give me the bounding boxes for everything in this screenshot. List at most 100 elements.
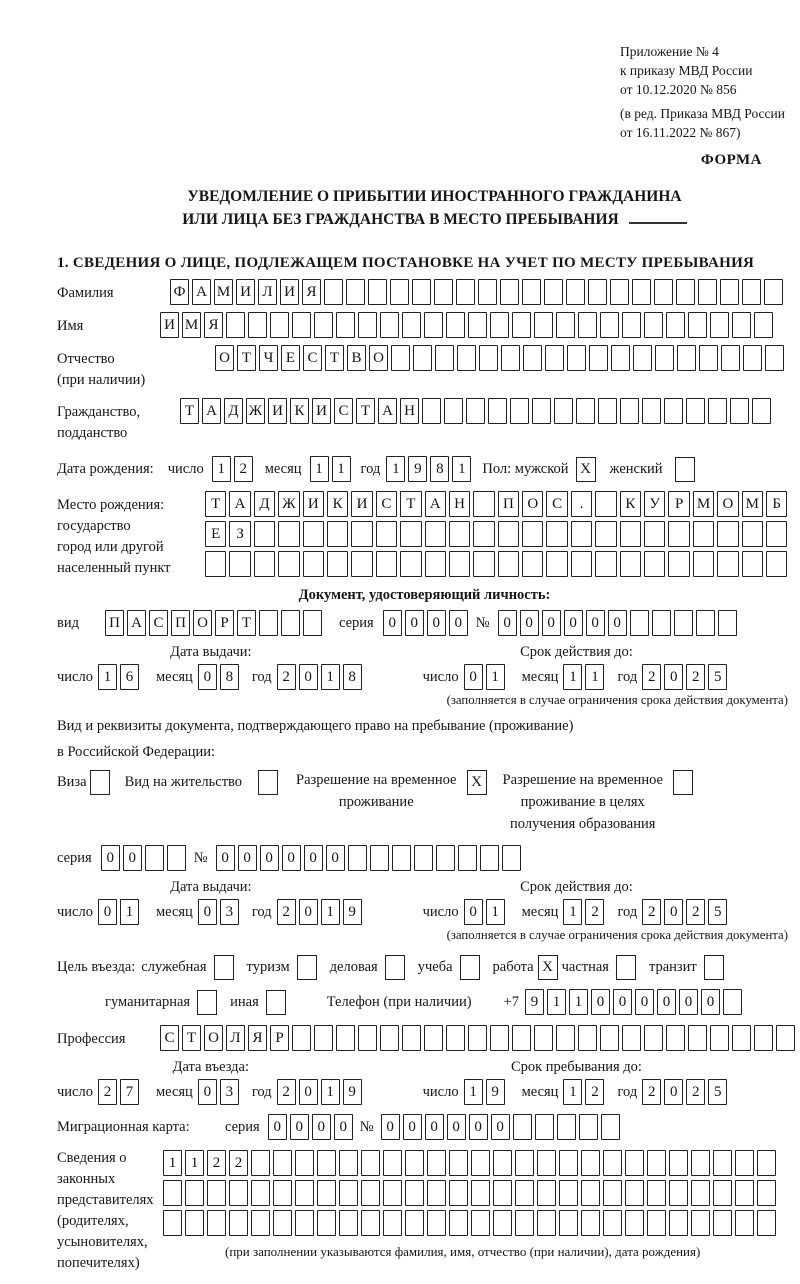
char-cell[interactable] <box>669 1180 688 1206</box>
char-cell[interactable]: 2 <box>686 1079 706 1105</box>
char-cell[interactable] <box>375 521 398 547</box>
char-cell[interactable] <box>163 1180 182 1206</box>
char-cell[interactable]: 0 <box>122 845 142 871</box>
char-cell[interactable]: 2 <box>642 899 662 925</box>
char-cell[interactable] <box>522 521 544 547</box>
char-cell[interactable]: 0 <box>463 899 483 925</box>
char-cell[interactable] <box>490 1025 509 1051</box>
char-cell[interactable]: 0 <box>97 899 117 925</box>
temp-residence-checkbox[interactable]: X <box>466 770 487 795</box>
char-cell[interactable] <box>523 345 542 371</box>
char-cell[interactable] <box>717 610 737 636</box>
char-cell[interactable] <box>427 1180 446 1206</box>
char-cell[interactable]: 0 <box>664 664 684 690</box>
char-cell[interactable]: С <box>160 1025 179 1051</box>
char-cell[interactable]: 0 <box>585 610 605 636</box>
char-cell[interactable] <box>400 521 422 547</box>
char-cell[interactable] <box>185 1180 204 1206</box>
char-cell[interactable] <box>741 521 763 547</box>
char-cell[interactable] <box>490 312 509 338</box>
char-cell[interactable]: 8 <box>219 664 239 690</box>
char-cell[interactable]: 0 <box>448 610 468 636</box>
char-cell[interactable] <box>559 1210 578 1236</box>
char-cell[interactable] <box>595 551 617 577</box>
char-cell[interactable]: 0 <box>402 1114 422 1140</box>
char-cell[interactable]: 0 <box>298 1079 318 1105</box>
char-cell[interactable] <box>559 1180 578 1206</box>
char-cell[interactable]: 1 <box>546 989 566 1015</box>
char-cell[interactable] <box>339 1210 358 1236</box>
char-cell[interactable]: 2 <box>585 1079 605 1105</box>
char-cell[interactable] <box>471 1180 490 1206</box>
char-cell[interactable]: Т <box>205 491 227 517</box>
char-cell[interactable] <box>375 551 398 577</box>
char-cell[interactable] <box>424 521 446 547</box>
char-cell[interactable] <box>512 312 531 338</box>
char-cell[interactable]: 8 <box>430 456 450 482</box>
char-cell[interactable]: Т <box>237 610 256 636</box>
char-cell[interactable]: 2 <box>276 1079 296 1105</box>
char-cell[interactable]: Л <box>258 279 277 305</box>
char-cell[interactable]: Я <box>302 279 321 305</box>
char-cell[interactable]: 5 <box>708 1079 728 1105</box>
char-cell[interactable] <box>600 312 619 338</box>
char-cell[interactable] <box>478 279 497 305</box>
char-cell[interactable] <box>691 1150 710 1176</box>
char-cell[interactable]: М <box>182 312 201 338</box>
char-cell[interactable] <box>473 491 495 517</box>
char-cell[interactable]: 2 <box>276 899 296 925</box>
char-cell[interactable] <box>603 1210 622 1236</box>
char-cell[interactable] <box>390 279 409 305</box>
char-cell[interactable]: С <box>375 491 398 517</box>
char-cell[interactable] <box>295 1150 314 1176</box>
char-cell[interactable] <box>537 1150 556 1176</box>
char-cell[interactable]: 1 <box>97 664 117 690</box>
char-cell[interactable] <box>493 1150 512 1176</box>
char-cell[interactable] <box>163 1210 182 1236</box>
char-cell[interactable]: И <box>351 491 373 517</box>
char-cell[interactable] <box>413 845 433 871</box>
char-cell[interactable] <box>629 610 649 636</box>
char-cell[interactable] <box>422 398 441 424</box>
char-cell[interactable] <box>595 491 617 517</box>
char-cell[interactable] <box>497 551 520 577</box>
char-cell[interactable]: 5 <box>708 664 728 690</box>
char-cell[interactable] <box>546 551 568 577</box>
char-cell[interactable] <box>434 279 453 305</box>
char-cell[interactable]: 0 <box>664 1079 684 1105</box>
char-cell[interactable] <box>205 551 227 577</box>
char-cell[interactable]: 0 <box>197 1079 217 1105</box>
char-cell[interactable] <box>303 610 322 636</box>
char-cell[interactable] <box>692 521 715 547</box>
char-cell[interactable] <box>383 1210 402 1236</box>
purpose-official-checkbox[interactable] <box>213 955 234 980</box>
char-cell[interactable] <box>522 551 544 577</box>
char-cell[interactable] <box>534 312 553 338</box>
char-cell[interactable] <box>448 551 471 577</box>
char-cell[interactable]: 1 <box>119 899 139 925</box>
char-cell[interactable]: 9 <box>408 456 428 482</box>
char-cell[interactable]: 1 <box>386 456 406 482</box>
char-cell[interactable] <box>668 521 690 547</box>
char-cell[interactable]: 1 <box>568 989 588 1015</box>
char-cell[interactable] <box>351 521 373 547</box>
char-cell[interactable] <box>713 1210 732 1236</box>
char-cell[interactable] <box>644 312 663 338</box>
char-cell[interactable]: 2 <box>229 1150 248 1176</box>
char-cell[interactable] <box>383 1150 402 1176</box>
char-cell[interactable] <box>735 1150 754 1176</box>
char-cell[interactable] <box>619 521 642 547</box>
char-cell[interactable] <box>339 1180 358 1206</box>
char-cell[interactable] <box>721 345 740 371</box>
char-cell[interactable] <box>251 1210 270 1236</box>
char-cell[interactable]: А <box>424 491 446 517</box>
char-cell[interactable] <box>144 845 164 871</box>
char-cell[interactable]: О <box>717 491 739 517</box>
char-cell[interactable] <box>435 845 455 871</box>
char-cell[interactable] <box>405 1180 424 1206</box>
char-cell[interactable] <box>669 1150 688 1176</box>
char-cell[interactable] <box>380 312 399 338</box>
char-cell[interactable] <box>479 845 499 871</box>
char-cell[interactable] <box>339 1150 358 1176</box>
char-cell[interactable]: Т <box>182 1025 201 1051</box>
